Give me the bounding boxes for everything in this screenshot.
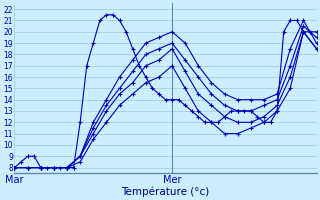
X-axis label: Température (°c): Température (°c)	[121, 186, 210, 197]
